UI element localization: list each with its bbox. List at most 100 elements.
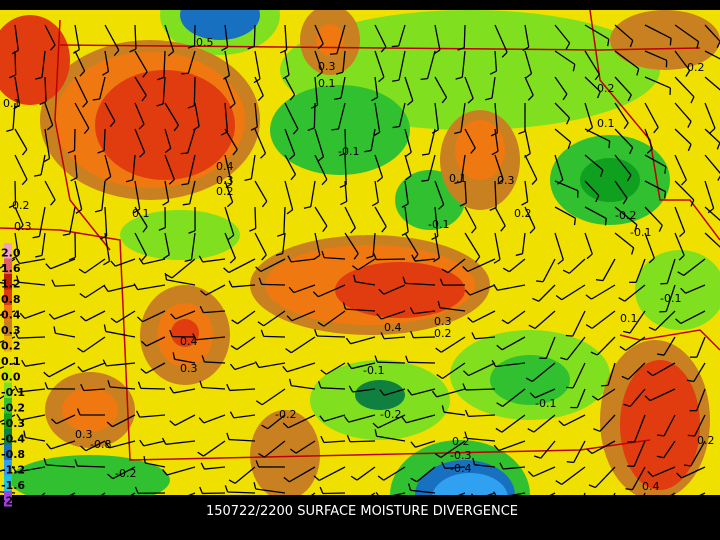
wind-barb bbox=[474, 336, 496, 340]
wind-barb bbox=[164, 180, 170, 202]
wind-barb bbox=[250, 154, 256, 179]
wind-barb bbox=[427, 154, 436, 181]
wind-barb-tick bbox=[74, 459, 78, 467]
wind-barb-tick bbox=[627, 94, 632, 102]
wind-barb-tick bbox=[258, 277, 263, 285]
wind-barb bbox=[74, 76, 88, 103]
wind-barb-tick bbox=[110, 317, 118, 323]
wind-barb bbox=[323, 310, 346, 327]
wind-barb bbox=[224, 128, 238, 150]
wind-barb bbox=[627, 362, 646, 380]
wind-barb bbox=[614, 128, 634, 148]
wind-barb-tick bbox=[181, 183, 189, 186]
wind-barb bbox=[165, 440, 196, 445]
wind-barb bbox=[614, 180, 628, 199]
wind-barb bbox=[524, 76, 534, 96]
wind-barb bbox=[82, 336, 106, 353]
wind-barb bbox=[442, 362, 466, 380]
wind-barb-tick bbox=[6, 128, 14, 132]
wind-barb-tick bbox=[76, 408, 81, 416]
wind-barb-tick bbox=[495, 427, 503, 433]
wind-barb-tick bbox=[677, 271, 684, 276]
wind-barb-tick bbox=[16, 275, 20, 283]
wind-barb bbox=[104, 102, 116, 122]
wind-barb-tick bbox=[138, 257, 144, 265]
wind-barb bbox=[374, 24, 387, 48]
wind-barb-tick bbox=[565, 334, 573, 337]
wind-barb bbox=[681, 466, 706, 479]
wind-barb bbox=[370, 128, 376, 151]
wind-barb bbox=[693, 362, 706, 382]
wind-barb-tick bbox=[43, 158, 50, 163]
wind-barb-tick bbox=[491, 360, 497, 367]
wind-barb-tick bbox=[634, 224, 638, 232]
wind-barb-tick bbox=[45, 263, 52, 270]
wind-barb bbox=[674, 50, 691, 71]
wind-barb-tick bbox=[686, 379, 694, 383]
wind-barb bbox=[501, 336, 526, 351]
wind-barb-tick bbox=[14, 331, 19, 339]
wind-barb bbox=[572, 362, 586, 389]
wind-barb bbox=[254, 50, 261, 80]
wind-barb bbox=[224, 50, 231, 76]
wind-barb-tick bbox=[303, 206, 311, 209]
wind-barb-tick bbox=[376, 313, 382, 320]
wind-barb-tick bbox=[623, 122, 629, 130]
wind-barb-tick bbox=[77, 366, 84, 373]
wind-barb-tick bbox=[528, 324, 536, 330]
wind-barb bbox=[566, 336, 586, 361]
wind-barb bbox=[134, 24, 137, 50]
wind-barb bbox=[376, 258, 406, 261]
wind-barb-tick bbox=[629, 40, 634, 48]
legend-label: 0.3 bbox=[1, 324, 21, 337]
wind-barb-tick bbox=[198, 255, 204, 263]
legend-swatch bbox=[4, 413, 12, 429]
wind-barb-tick bbox=[687, 121, 692, 128]
wind-barb-tick bbox=[156, 103, 164, 107]
wind-barb bbox=[674, 128, 692, 145]
contour-label: 0.3 bbox=[216, 174, 234, 187]
wind-barb bbox=[591, 310, 616, 329]
wind-barb bbox=[48, 362, 76, 378]
wind-barb bbox=[164, 128, 172, 149]
wind-barb-tick bbox=[255, 460, 260, 468]
wind-barb-tick bbox=[567, 141, 572, 149]
wind-barb-tick bbox=[307, 127, 315, 131]
wind-barb-tick bbox=[392, 79, 400, 82]
wind-barb bbox=[44, 102, 54, 126]
wind-barb bbox=[291, 258, 316, 263]
wind-barb-tick bbox=[83, 127, 90, 135]
wind-barb bbox=[464, 180, 467, 204]
region bbox=[355, 380, 405, 410]
wind-barb bbox=[629, 388, 646, 407]
wind-barb-tick bbox=[709, 127, 716, 134]
wind-barb bbox=[254, 180, 268, 202]
wind-barb-tick bbox=[94, 209, 103, 213]
wind-barb bbox=[254, 76, 264, 96]
wind-barb bbox=[25, 436, 46, 442]
region bbox=[270, 85, 410, 175]
wind-barb-tick bbox=[675, 318, 682, 324]
wind-barb-tick bbox=[182, 203, 190, 206]
wind-barb-tick bbox=[687, 434, 695, 437]
wind-barb-tick bbox=[134, 486, 139, 494]
contour-label: 0.2 bbox=[597, 82, 615, 95]
contour-label: 0.4 bbox=[384, 321, 402, 334]
wind-barb bbox=[584, 232, 593, 255]
wind-barb-tick bbox=[258, 453, 265, 458]
wind-barb-tick bbox=[339, 152, 347, 157]
wind-barb-tick bbox=[490, 132, 498, 137]
wind-barb-tick bbox=[320, 369, 327, 375]
wind-barb bbox=[112, 466, 136, 480]
wind-barb-tick bbox=[287, 255, 292, 263]
wind-barb-tick bbox=[438, 204, 445, 210]
wind-barb bbox=[704, 24, 720, 42]
wind-barb bbox=[325, 362, 346, 375]
wind-barb bbox=[591, 440, 616, 455]
wind-barb-tick bbox=[410, 441, 416, 448]
region bbox=[120, 210, 240, 260]
wind-barb bbox=[44, 76, 47, 102]
wind-barb-tick bbox=[474, 256, 481, 263]
wind-barb bbox=[486, 492, 496, 495]
wind-barb-tick bbox=[462, 383, 467, 391]
